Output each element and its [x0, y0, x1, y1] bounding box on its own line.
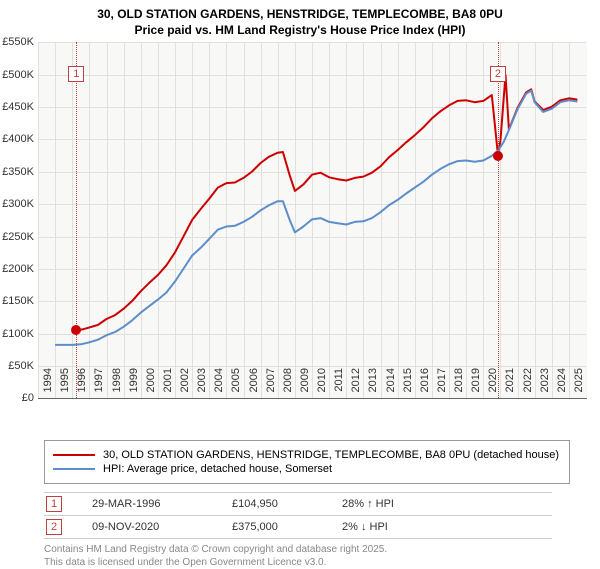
x-tick-label: 2022: [522, 368, 534, 402]
x-tick-label: 2006: [248, 368, 260, 402]
marker-vline: [498, 42, 499, 398]
x-tick-label: 2001: [162, 368, 174, 402]
x-tick-label: 1998: [111, 368, 123, 402]
x-tick-label: 2024: [556, 368, 568, 402]
y-tick-label: £200K: [0, 263, 34, 275]
legend-swatch: [53, 454, 95, 456]
x-tick-label: 2005: [230, 368, 242, 402]
y-tick-label: £0: [0, 392, 34, 404]
sales-date: 29-MAR-1996: [92, 498, 232, 510]
x-tick-label: 1997: [93, 368, 105, 402]
sales-price: £375,000: [232, 521, 342, 533]
legend-label: 30, OLD STATION GARDENS, HENSTRIDGE, TEM…: [103, 449, 559, 461]
legend-item: HPI: Average price, detached house, Some…: [53, 463, 561, 475]
x-tick-label: 1995: [59, 368, 71, 402]
x-tick-label: 1994: [42, 368, 54, 402]
x-tick-label: 2015: [402, 368, 414, 402]
y-tick-label: £350K: [0, 166, 34, 178]
chart-lines-svg: [38, 42, 586, 398]
y-tick-label: £100K: [0, 328, 34, 340]
sales-price: £104,950: [232, 498, 342, 510]
y-tick-label: £500K: [0, 69, 34, 81]
sales-id-box: 2: [46, 519, 62, 535]
sales-row: 1 29-MAR-1996£104,95028% ↑ HPI: [44, 492, 552, 515]
y-tick-label: £550K: [0, 36, 34, 48]
x-tick-label: 2004: [213, 368, 225, 402]
x-tick-label: 2011: [333, 368, 345, 402]
x-tick-label: 2008: [282, 368, 294, 402]
marker-vline: [76, 42, 77, 398]
marker-box: 1: [68, 66, 84, 82]
sales-date: 09-NOV-2020: [92, 521, 232, 533]
x-tick-label: 2014: [385, 368, 397, 402]
x-tick-label: 2019: [470, 368, 482, 402]
x-tick-label: 2003: [196, 368, 208, 402]
y-tick-label: £300K: [0, 198, 34, 210]
x-tick-label: 1999: [128, 368, 140, 402]
x-tick-label: 2012: [350, 368, 362, 402]
y-tick-label: £400K: [0, 133, 34, 145]
x-tick-label: 2002: [179, 368, 191, 402]
chart-title-block: 30, OLD STATION GARDENS, HENSTRIDGE, TEM…: [0, 0, 600, 38]
marker-dot: [71, 325, 81, 335]
sales-row: 2 09-NOV-2020£375,0002% ↓ HPI: [44, 515, 552, 539]
marker-box: 2: [490, 66, 506, 82]
x-tick-label: 2018: [453, 368, 465, 402]
legend-swatch: [53, 468, 95, 470]
x-tick-label: 2025: [573, 368, 585, 402]
x-tick-label: 2013: [367, 368, 379, 402]
sales-table: 1 29-MAR-1996£104,95028% ↑ HPI 2 09-NOV-202…: [44, 492, 552, 539]
title-line2: Price paid vs. HM Land Registry's House …: [0, 22, 600, 38]
y-tick-label: £150K: [0, 295, 34, 307]
marker-dot: [493, 151, 503, 161]
x-tick-label: 2021: [504, 368, 516, 402]
x-tick-label: 2000: [145, 368, 157, 402]
legend-box: 30, OLD STATION GARDENS, HENSTRIDGE, TEM…: [44, 440, 570, 484]
series-property: [76, 75, 577, 330]
x-tick-label: 2010: [316, 368, 328, 402]
x-tick-label: 2023: [539, 368, 551, 402]
x-tick-label: 2017: [436, 368, 448, 402]
chart-area: 12 £0£50K£100K£150K£200K£250K£300K£350K£…: [38, 42, 586, 398]
footer-line1: Contains HM Land Registry data © Crown c…: [44, 543, 600, 556]
title-line1: 30, OLD STATION GARDENS, HENSTRIDGE, TEM…: [0, 6, 600, 22]
sales-diff: 2% ↓ HPI: [342, 521, 552, 533]
y-tick-label: £50K: [0, 360, 34, 372]
footer-attribution: Contains HM Land Registry data © Crown c…: [44, 543, 600, 569]
footer-line2: This data is licensed under the Open Gov…: [44, 556, 600, 569]
y-tick-label: £250K: [0, 231, 34, 243]
sales-id-box: 1: [46, 496, 62, 512]
x-tick-label: 2007: [265, 368, 277, 402]
legend-item: 30, OLD STATION GARDENS, HENSTRIDGE, TEM…: [53, 449, 561, 461]
sales-diff: 28% ↑ HPI: [342, 498, 552, 510]
x-tick-label: 2009: [299, 368, 311, 402]
x-tick-label: 1996: [76, 368, 88, 402]
x-tick-label: 2020: [487, 368, 499, 402]
x-tick-label: 2016: [419, 368, 431, 402]
series-hpi: [55, 91, 577, 345]
y-tick-label: £450K: [0, 101, 34, 113]
legend-label: HPI: Average price, detached house, Some…: [103, 463, 332, 475]
